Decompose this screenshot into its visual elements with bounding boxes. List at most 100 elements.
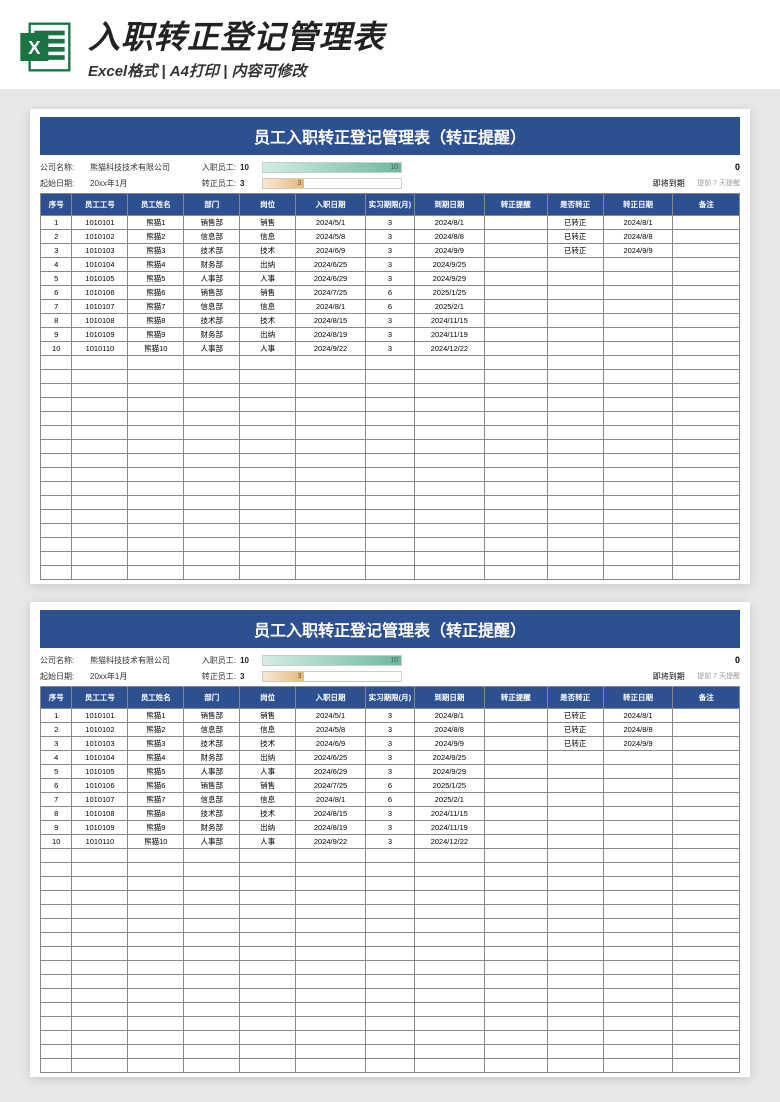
entry-bar: 10	[262, 162, 402, 173]
table-cell	[240, 849, 296, 863]
table-cell	[603, 482, 673, 496]
table-cell	[41, 863, 72, 877]
table-cell: 已转正	[547, 244, 603, 258]
table-cell: 6	[365, 300, 414, 314]
table-cell	[296, 849, 366, 863]
table-cell	[484, 751, 547, 765]
table-cell: 1010108	[72, 807, 128, 821]
table-cell: 2024/6/9	[296, 244, 366, 258]
table-cell	[296, 877, 366, 891]
table-cell	[296, 1045, 366, 1059]
table-row-empty	[41, 370, 740, 384]
table-cell	[673, 821, 740, 835]
start-label: 起始日期:	[40, 178, 90, 189]
table-row: 31010103熊猫3技术部技术2024/6/932024/9/9已转正2024…	[41, 737, 740, 751]
table-cell: 8	[41, 807, 72, 821]
table-cell	[41, 524, 72, 538]
table-cell	[240, 412, 296, 426]
table-cell	[603, 426, 673, 440]
table-cell	[547, 1045, 603, 1059]
table-cell: 出纳	[240, 258, 296, 272]
table-cell	[603, 384, 673, 398]
table-cell: 熊猫3	[128, 244, 184, 258]
col-header: 部门	[184, 687, 240, 709]
table-cell	[484, 1003, 547, 1017]
table-cell	[603, 821, 673, 835]
table-cell: 2025/2/1	[414, 793, 484, 807]
table-cell	[673, 258, 740, 272]
table-cell: 信息	[240, 300, 296, 314]
table-cell	[72, 975, 128, 989]
table-cell: 7	[41, 793, 72, 807]
table-cell: 2024/8/1	[414, 216, 484, 230]
table-cell	[184, 468, 240, 482]
table-cell: 技术部	[184, 807, 240, 821]
table-row: 21010102熊猫2信息部信息2024/5/832024/8/8已转正2024…	[41, 723, 740, 737]
table-cell	[673, 426, 740, 440]
table-cell	[184, 877, 240, 891]
table-cell	[547, 877, 603, 891]
table-cell: 5	[41, 272, 72, 286]
table-cell: 2024/8/1	[296, 300, 366, 314]
table-cell	[603, 524, 673, 538]
table-cell	[240, 905, 296, 919]
table-cell	[547, 835, 603, 849]
confirm-label: 转正员工:	[190, 178, 240, 189]
table-cell: 财务部	[184, 751, 240, 765]
table-cell: 10	[41, 835, 72, 849]
table-row-empty	[41, 905, 740, 919]
col-header: 岗位	[240, 687, 296, 709]
table-cell	[240, 482, 296, 496]
table-row-empty	[41, 426, 740, 440]
table-cell	[240, 1003, 296, 1017]
table-cell	[41, 1059, 72, 1073]
table-cell	[365, 947, 414, 961]
table-cell	[296, 440, 366, 454]
table-cell	[603, 370, 673, 384]
table-cell: 2024/11/15	[414, 807, 484, 821]
table-cell	[414, 426, 484, 440]
table-cell	[547, 863, 603, 877]
col-header: 备注	[673, 194, 740, 216]
table-cell	[184, 961, 240, 975]
svg-text:X: X	[28, 37, 41, 58]
table-cell	[184, 538, 240, 552]
table-cell	[414, 496, 484, 510]
table-cell	[240, 947, 296, 961]
table-row-empty	[41, 961, 740, 975]
table-cell	[72, 454, 128, 468]
table-cell	[365, 1003, 414, 1017]
table-cell	[414, 919, 484, 933]
table-cell	[365, 538, 414, 552]
table-row-empty	[41, 538, 740, 552]
table-cell: 2024/9/25	[414, 751, 484, 765]
table-cell: 2024/8/1	[296, 793, 366, 807]
table-row-empty	[41, 1003, 740, 1017]
table-cell	[673, 496, 740, 510]
table-cell	[184, 370, 240, 384]
table-cell: 人事	[240, 835, 296, 849]
table-cell	[603, 468, 673, 482]
table-cell	[72, 468, 128, 482]
table-cell	[240, 863, 296, 877]
header-title: 入职转正登记管理表	[88, 12, 762, 58]
table-row: 11010101熊猫1销售部销售2024/5/132024/8/1已转正2024…	[41, 216, 740, 230]
table-cell	[184, 1045, 240, 1059]
table-cell	[603, 933, 673, 947]
table-cell	[484, 891, 547, 905]
table-cell	[72, 1031, 128, 1045]
table-cell	[673, 863, 740, 877]
table-cell	[484, 272, 547, 286]
table-cell	[414, 412, 484, 426]
table-cell	[240, 1031, 296, 1045]
table-row: 41010104熊猫4财务部出纳2024/6/2532024/9/25	[41, 751, 740, 765]
table-cell	[128, 1017, 184, 1031]
col-header: 转正日期	[603, 687, 673, 709]
table-row: 81010108熊猫8技术部技术2024/8/1532024/11/15	[41, 314, 740, 328]
table-cell	[72, 961, 128, 975]
table-cell	[41, 989, 72, 1003]
table-cell: 3	[365, 709, 414, 723]
table-cell: 信息	[240, 723, 296, 737]
table-cell	[603, 849, 673, 863]
header-subtitle: Excel格式 | A4打印 | 内容可修改	[88, 60, 762, 81]
